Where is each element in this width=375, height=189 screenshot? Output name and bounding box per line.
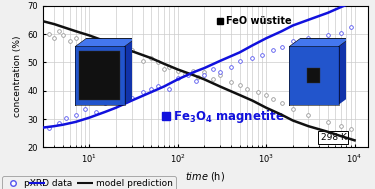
Point	[210, 68, 216, 71]
Point	[175, 69, 181, 72]
Point	[325, 120, 331, 123]
Text: FeO wüstite: FeO wüstite	[226, 15, 292, 26]
Point	[193, 79, 199, 82]
Point	[161, 68, 167, 71]
Point	[190, 69, 196, 72]
Point	[129, 96, 135, 99]
Text: $\mathbf{Fe_3O_4}$ $\mathbf{magnetite}$: $\mathbf{Fe_3O_4}$ $\mathbf{magnetite}$	[173, 108, 285, 125]
Point	[338, 31, 344, 34]
Point	[113, 99, 119, 102]
Point	[140, 60, 146, 63]
Point	[56, 122, 62, 125]
Point	[210, 78, 216, 81]
Point	[56, 30, 62, 33]
Point	[249, 57, 255, 60]
Point	[217, 74, 223, 77]
Point	[290, 108, 296, 111]
Point	[82, 48, 88, 51]
Point	[148, 88, 154, 91]
Point	[82, 108, 88, 111]
Point	[305, 37, 311, 40]
Point	[166, 65, 172, 68]
Point	[201, 71, 207, 74]
Point	[46, 126, 52, 129]
Point	[122, 94, 128, 97]
Point	[270, 48, 276, 51]
Point	[93, 110, 99, 113]
Point	[46, 33, 52, 36]
Point	[237, 84, 243, 87]
Point	[182, 72, 188, 75]
Point	[166, 88, 172, 91]
Point	[217, 71, 223, 74]
Point	[102, 102, 108, 105]
Point	[67, 40, 73, 43]
Point	[63, 116, 69, 119]
Point	[279, 45, 285, 48]
Point	[155, 85, 161, 88]
Point	[109, 45, 115, 48]
Point	[122, 52, 128, 55]
Text: 298 K: 298 K	[321, 133, 346, 142]
Point	[290, 40, 296, 43]
Point	[78, 44, 84, 47]
Point	[325, 34, 331, 37]
Point	[195, 75, 201, 78]
Point	[60, 34, 66, 37]
Point	[228, 65, 234, 68]
Legend: pXRD data, model prediction: pXRD data, model prediction	[2, 177, 176, 189]
Point	[348, 26, 354, 29]
Point	[305, 113, 311, 116]
Point	[140, 91, 146, 94]
Point	[175, 77, 181, 80]
Point	[73, 37, 79, 40]
Point	[51, 37, 57, 40]
Point	[155, 61, 161, 64]
Point	[102, 50, 108, 53]
Point	[338, 125, 344, 128]
Point	[185, 74, 191, 77]
Point	[279, 102, 285, 105]
Point	[73, 113, 79, 116]
Point	[228, 81, 234, 84]
Point	[113, 48, 119, 51]
Point	[237, 60, 243, 63]
Point	[148, 57, 154, 60]
Point	[201, 74, 207, 77]
Point	[93, 43, 99, 46]
Point	[129, 48, 135, 51]
Point	[348, 128, 354, 131]
Point	[243, 88, 249, 91]
Point	[263, 94, 269, 97]
X-axis label: $\mathit{time}\ \mathrm{(h)}$: $\mathit{time}\ \mathrm{(h)}$	[185, 170, 225, 183]
Point	[86, 41, 92, 44]
Point	[259, 54, 265, 57]
Legend: , : ,	[2, 177, 51, 189]
Point	[255, 91, 261, 94]
Point	[270, 98, 276, 101]
Y-axis label: concentration (%): concentration (%)	[13, 36, 22, 117]
